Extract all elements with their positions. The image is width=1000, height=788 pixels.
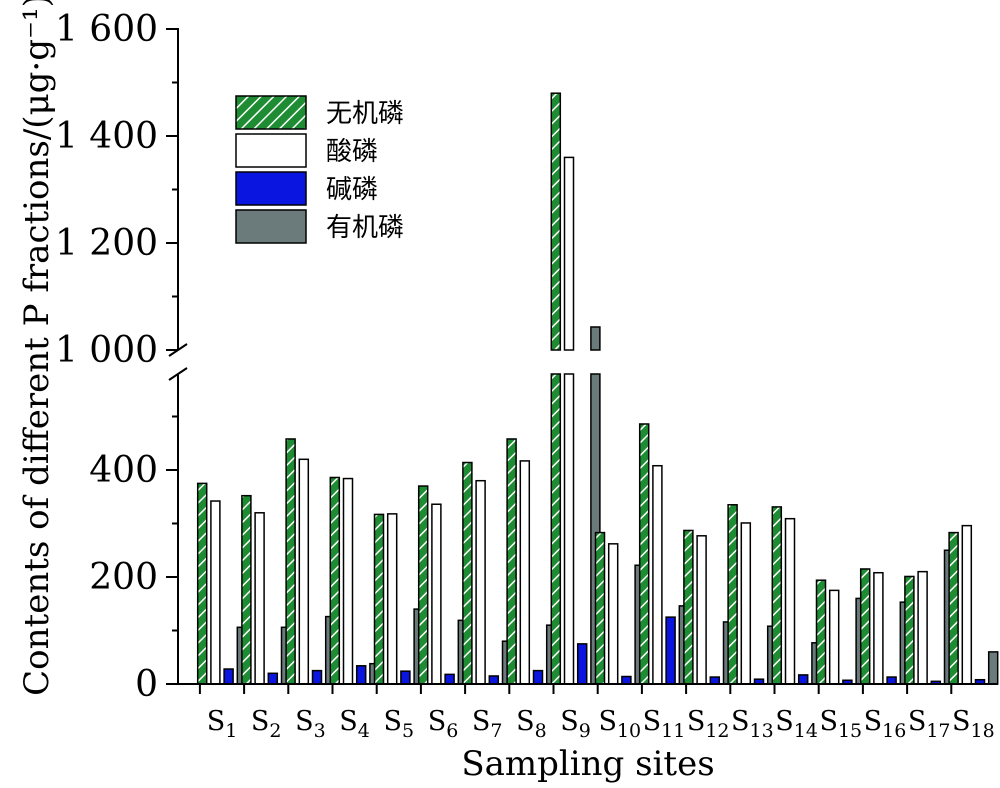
bar-S16-1: [859, 568, 871, 685]
bar-S7-3: [488, 675, 500, 685]
bar-upper-S9-1: [550, 92, 562, 351]
bar-S10-1: [594, 531, 606, 685]
legend-swatch-3: [235, 171, 307, 206]
bar-S2-3: [267, 672, 279, 685]
bar-S9-3: [576, 643, 588, 685]
bar-S3-3: [311, 669, 323, 685]
bar-S10-2: [607, 543, 619, 685]
x-tick-label-S9: S9: [560, 706, 591, 742]
bar-S7-1: [462, 461, 473, 685]
y-axis-label: Contents of different P fractions/(μg·g⁻…: [17, 0, 57, 696]
bar-S14-2: [784, 517, 796, 685]
bar-S9-1: [550, 373, 562, 685]
bar-S6-2: [431, 503, 442, 685]
legend-swatch-2: [235, 133, 307, 168]
bar-S4-1: [329, 476, 341, 685]
x-tick-label-S2: S2: [251, 706, 282, 742]
bar-S4-3: [355, 665, 367, 685]
x-tick-label-S6: S6: [428, 706, 459, 742]
bar-S7-2: [475, 479, 486, 685]
x-tick-label-S14: S14: [775, 706, 818, 742]
legend-swatch-4: [235, 209, 307, 244]
x-tick-label-S13: S13: [731, 706, 774, 742]
bar-S16-2: [873, 571, 884, 685]
bar-S14-1: [771, 506, 783, 685]
x-tick-label-S10: S10: [598, 706, 641, 742]
x-tick-label-S17: S17: [908, 706, 951, 742]
legend-label-4: 有机磷: [326, 213, 404, 243]
x-tick-label-S4: S4: [339, 706, 370, 742]
bar-S1-1: [196, 482, 208, 685]
x-tick-label-S15: S15: [819, 706, 862, 742]
bar-S6-1: [417, 485, 429, 685]
axis-break-gap: [180, 351, 1000, 373]
bar-S8-1: [506, 438, 517, 685]
bar-S1-3: [223, 668, 234, 685]
bar-S18-1: [948, 531, 959, 685]
bar-S18-4: [987, 651, 999, 685]
bar-S18-2: [961, 524, 973, 685]
bar-S4-2: [342, 477, 354, 685]
bar-S14-3: [797, 674, 809, 685]
bar-S17-2: [917, 570, 928, 685]
bar-S15-1: [815, 579, 827, 685]
x-tick-label-S11: S11: [643, 706, 686, 742]
bar-S11-2: [652, 464, 663, 685]
x-tick-label-S18: S18: [952, 706, 995, 742]
bar-S15-2: [828, 589, 840, 685]
bar-S12-3: [709, 676, 721, 685]
y-tick-label-1200: 1 200: [55, 223, 158, 264]
axis-break-mark-lower: [168, 367, 188, 381]
bar-S13-2: [740, 522, 752, 685]
legend-swatch-1: [235, 95, 307, 130]
x-tick-label-S1: S1: [207, 706, 238, 742]
bar-S16-3: [886, 676, 897, 685]
x-tick-label-S8: S8: [516, 706, 547, 742]
bar-S8-2: [519, 460, 531, 685]
y-tick-label-0: 0: [135, 664, 158, 705]
bar-S5-2: [386, 513, 398, 685]
x-tick-label-S12: S12: [687, 706, 730, 742]
y-tick-label-1000: 1 000: [55, 330, 158, 371]
y-tick-label-200: 200: [89, 557, 158, 598]
bar-S5-1: [373, 513, 385, 685]
bar-S10-3: [621, 675, 632, 685]
x-tick-label-S3: S3: [295, 706, 326, 742]
bar-S1-2: [210, 500, 221, 685]
y-tick-label-1600: 1 600: [55, 9, 158, 50]
bar-upper-S9-2: [563, 156, 575, 351]
bar-S11-3: [665, 616, 676, 685]
bar-S12-2: [696, 535, 707, 685]
bar-S3-1: [285, 438, 296, 685]
legend-label-2: 酸磷: [326, 137, 378, 167]
bar-S5-3: [400, 670, 411, 685]
plot-area: 0 200 400 1 000 1 200 1 400 1 600 S1 S2 S3 S4 S5 S6 S…: [55, 9, 1000, 742]
bar-S9-2: [563, 373, 575, 685]
y-tick-label-400: 400: [89, 450, 158, 491]
bar-upper-S9-4: [590, 326, 601, 351]
legend-label-3: 碱磷: [326, 175, 378, 205]
bar-S12-1: [683, 529, 694, 685]
x-tick-label-S16: S16: [864, 706, 907, 742]
bar-S17-1: [904, 575, 915, 685]
bar-S3-2: [298, 458, 310, 685]
bar-S13-1: [727, 504, 738, 685]
bar-S2-1: [241, 494, 252, 685]
legend-label-1: 无机磷: [326, 99, 404, 129]
bar-S6-3: [444, 673, 455, 685]
bar-S11-1: [638, 423, 650, 685]
x-tick-label-S7: S7: [472, 706, 503, 742]
bar-S2-2: [254, 512, 265, 685]
y-tick-label-1400: 1 400: [55, 116, 158, 157]
bar-S8-3: [532, 669, 544, 685]
x-axis-label: Sampling sites: [461, 744, 714, 784]
x-tick-label-S5: S5: [384, 706, 415, 742]
